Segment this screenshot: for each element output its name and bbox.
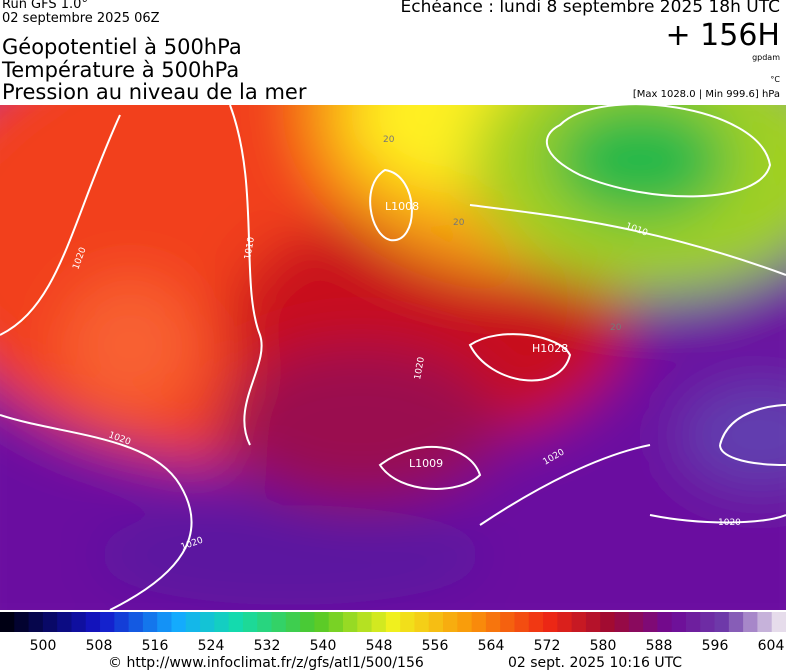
colorbar-label: 508	[86, 638, 113, 654]
color-swatch	[528, 612, 544, 632]
isobar-label: 1010	[243, 236, 257, 261]
color-swatch	[771, 612, 786, 632]
isobar-label: H1028	[532, 342, 568, 355]
color-swatch	[71, 612, 87, 632]
title-2: Température à 500hPa	[2, 58, 240, 82]
color-swatch	[643, 612, 658, 632]
color-swatch	[600, 612, 616, 632]
color-swatch	[543, 612, 558, 632]
color-swatch	[514, 612, 530, 632]
colorbar-label: 532	[254, 638, 281, 654]
isobar-label: L1008	[385, 200, 419, 213]
color-swatch	[728, 612, 744, 632]
color-swatch	[357, 612, 373, 632]
pressure-range: [Max 1028.0 | Min 999.6] hPa	[632, 89, 780, 100]
color-swatch	[500, 612, 515, 632]
title-3: Pression au niveau de la mer	[2, 80, 307, 104]
color-swatch	[14, 612, 30, 632]
color-swatch	[714, 612, 730, 632]
lead-time: + 156H	[665, 18, 781, 53]
colorbar-label: 556	[422, 638, 449, 654]
color-swatch	[214, 612, 230, 632]
color-swatch	[385, 612, 401, 632]
color-swatch	[328, 612, 344, 632]
color-swatch	[614, 612, 630, 632]
isobars	[0, 105, 786, 610]
color-swatch	[342, 612, 358, 632]
color-swatch	[400, 612, 415, 632]
color-swatch	[42, 612, 58, 632]
color-swatch	[657, 612, 673, 632]
color-swatch	[414, 612, 430, 632]
colorbar-label: 500	[30, 638, 57, 654]
color-swatch	[371, 612, 387, 632]
color-swatch	[671, 612, 687, 632]
valid-time: Echéance : lundi 8 septembre 2025 18h UT…	[400, 0, 780, 17]
color-swatch	[142, 612, 158, 632]
color-swatch	[28, 612, 44, 632]
color-swatch	[271, 612, 287, 632]
run-date: 02 septembre 2025 06Z	[2, 11, 160, 26]
colorbar-label: 572	[534, 638, 561, 654]
color-swatch	[685, 612, 701, 632]
color-swatch	[185, 612, 201, 632]
color-swatch	[428, 612, 444, 632]
color-swatch	[200, 612, 215, 632]
color-swatch	[57, 612, 72, 632]
color-swatch	[700, 612, 716, 632]
isobar-label: 20	[610, 323, 622, 333]
isobar-label: 1020	[718, 518, 741, 528]
color-swatch	[85, 612, 101, 632]
color-swatch	[257, 612, 273, 632]
color-swatch	[228, 612, 244, 632]
color-swatch	[443, 612, 458, 632]
color-swatch	[242, 612, 258, 632]
color-swatch	[457, 612, 473, 632]
colorbar: 500 508 516 524 532 540 548 556 564 572 580 588 596 6…	[0, 612, 786, 654]
colorbar-label: 596	[702, 638, 729, 654]
source: © http://www.infoclimat.fr/z/gfs/atl1/50…	[108, 655, 424, 671]
color-swatch	[314, 612, 330, 632]
color-swatch	[114, 612, 130, 632]
colorbar-label: 516	[142, 638, 169, 654]
color-swatch	[285, 612, 301, 632]
isobar-label: L1009	[409, 457, 443, 470]
color-swatch	[471, 612, 487, 632]
colorbar-label: 604	[758, 638, 785, 654]
color-swatch	[0, 612, 15, 632]
run: Run GFS 1.0°	[2, 0, 88, 12]
colorbar-label: 588	[646, 638, 673, 654]
color-swatch	[171, 612, 187, 632]
color-swatch	[571, 612, 587, 632]
color-swatch	[743, 612, 758, 632]
color-swatch	[485, 612, 501, 632]
color-swatch	[300, 612, 315, 632]
unit-temp: °C	[770, 75, 780, 84]
color-swatch	[585, 612, 601, 632]
color-swatch	[757, 612, 773, 632]
colorbar-label: 564	[478, 638, 505, 654]
colorbar-label: 580	[590, 638, 617, 654]
colorbar-label: 524	[198, 638, 225, 654]
isobar-label: 1020	[413, 356, 427, 381]
isobar-label: 20	[383, 135, 395, 145]
generated: 02 sept. 2025 10:16 UTC	[508, 655, 683, 671]
color-swatch	[100, 612, 115, 632]
colorbar-label: 548	[366, 638, 393, 654]
color-swatch	[628, 612, 644, 632]
colorbar-label: 540	[310, 638, 337, 654]
color-swatch	[128, 612, 144, 632]
isobar-label: 20	[453, 218, 465, 228]
color-swatch	[157, 612, 172, 632]
unit-geo: gpdam	[752, 53, 780, 62]
title-1: Géopotentiel à 500hPa	[2, 35, 242, 59]
color-swatch	[557, 612, 573, 632]
